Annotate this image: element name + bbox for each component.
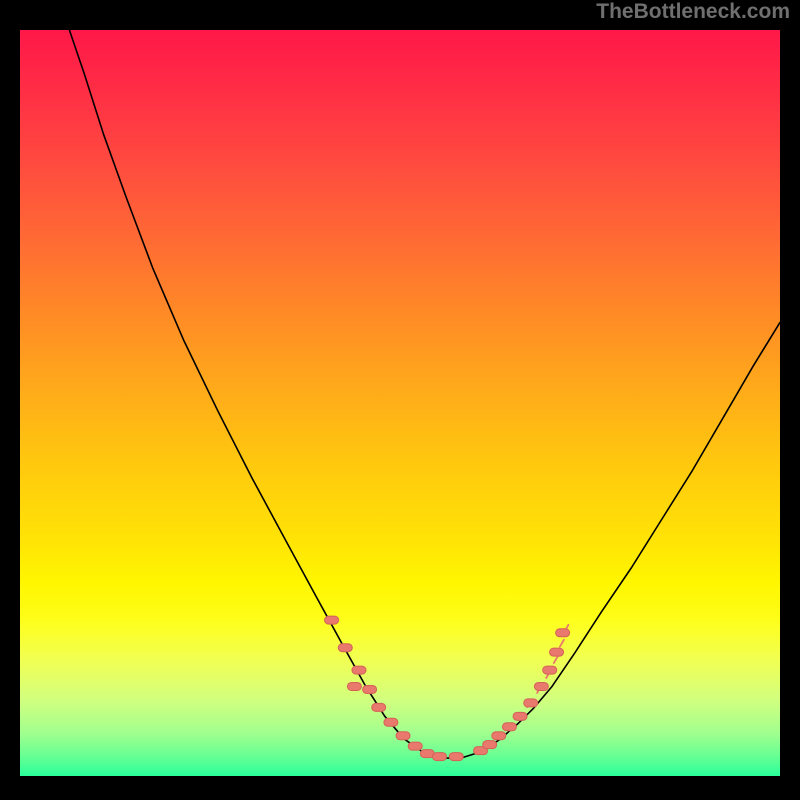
curve-marker <box>534 682 548 690</box>
curve-marker <box>483 741 497 749</box>
curve-marker <box>492 732 506 740</box>
curve-marker <box>433 753 447 761</box>
curve-marker <box>502 723 516 731</box>
curve-marker <box>408 742 422 750</box>
curve-marker <box>550 648 564 656</box>
bottleneck-chart <box>0 0 800 800</box>
curve-marker <box>384 718 398 726</box>
curve-marker <box>338 644 352 652</box>
curve-marker <box>396 732 410 740</box>
curve-marker <box>352 666 366 674</box>
curve-marker <box>449 753 463 761</box>
chart-canvas: TheBottleneck.com <box>0 0 800 800</box>
curve-marker <box>556 629 570 637</box>
curve-marker <box>513 712 527 720</box>
plot-highlight-band <box>20 619 780 776</box>
curve-marker <box>372 703 386 711</box>
curve-marker <box>363 685 377 693</box>
curve-marker <box>347 682 361 690</box>
curve-marker <box>325 616 339 624</box>
curve-marker <box>524 699 538 707</box>
curve-marker <box>543 666 557 674</box>
